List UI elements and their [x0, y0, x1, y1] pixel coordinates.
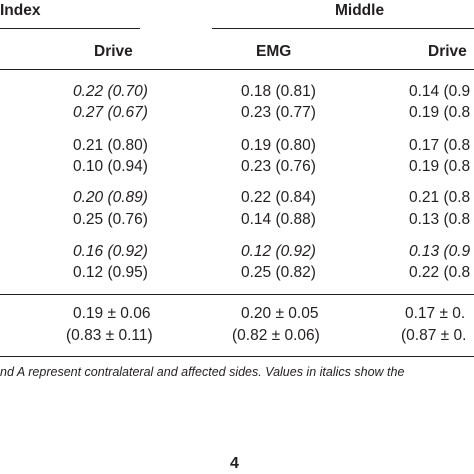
col-header-middle-drive: Drive — [428, 43, 467, 60]
group-header-middle: Middle — [335, 2, 385, 19]
summary-mean-middle-emg: 0.20 ± 0.05 — [241, 305, 319, 322]
cell-index-drive: 0.12 (0.95) — [73, 264, 148, 281]
cell-middle-drive: 0.19 (0.8 — [409, 158, 471, 175]
summary-r-index-drive: (0.83 ± 0.11) — [66, 327, 153, 344]
cell-index-drive: 0.20 (0.89) — [73, 189, 148, 206]
cell-index-drive: 0.10 (0.94) — [73, 158, 148, 175]
header-rule — [0, 69, 474, 70]
cell-middle-drive: 0.21 (0.8 — [409, 189, 471, 206]
cell-middle-emg: 0.23 (0.76) — [241, 158, 316, 175]
cell-middle-drive: 0.19 (0.8 — [409, 104, 471, 121]
cell-index-drive: 0.27 (0.67) — [73, 104, 148, 121]
cell-index-drive: 0.25 (0.76) — [73, 211, 148, 228]
cell-middle-emg: 0.19 (0.80) — [241, 137, 316, 154]
cell-middle-emg: 0.23 (0.77) — [241, 104, 316, 121]
col-header-middle-emg: EMG — [256, 43, 292, 60]
spanner-rule-middle — [212, 28, 474, 29]
cell-middle-drive: 0.22 (0.8 — [409, 264, 471, 281]
cell-middle-drive: 0.13 (0.8 — [409, 211, 471, 228]
cell-middle-emg: 0.22 (0.84) — [241, 189, 316, 206]
page-number: 4 — [230, 455, 239, 472]
cell-middle-emg: 0.18 (0.81) — [241, 83, 316, 100]
table-footnote: nd A represent contralateral and affecte… — [0, 365, 405, 379]
cell-middle-drive: 0.17 (0.8 — [409, 137, 471, 154]
summary-rule — [0, 294, 474, 295]
cell-index-drive: 0.22 (0.70) — [73, 83, 148, 100]
summary-mean-middle-drive: 0.17 ± 0. — [405, 305, 466, 322]
cell-middle-drive: 0.14 (0.9 — [409, 83, 471, 100]
group-header-index: Index — [0, 2, 41, 19]
table-bottom-rule — [0, 356, 474, 357]
cell-middle-emg: 0.12 (0.92) — [241, 243, 316, 260]
summary-mean-index-drive: 0.19 ± 0.06 — [73, 305, 151, 322]
cell-index-drive: 0.16 (0.92) — [73, 243, 148, 260]
cell-index-drive: 0.21 (0.80) — [73, 137, 148, 154]
summary-r-middle-drive: (0.87 ± 0. — [401, 327, 467, 344]
col-header-index-drive: Drive — [94, 43, 133, 60]
cell-middle-drive: 0.13 (0.9 — [409, 243, 471, 260]
spanner-rule-index — [0, 28, 140, 29]
summary-r-middle-emg: (0.82 ± 0.06) — [232, 327, 320, 344]
cell-middle-emg: 0.14 (0.88) — [241, 211, 316, 228]
cell-middle-emg: 0.25 (0.82) — [241, 264, 316, 281]
